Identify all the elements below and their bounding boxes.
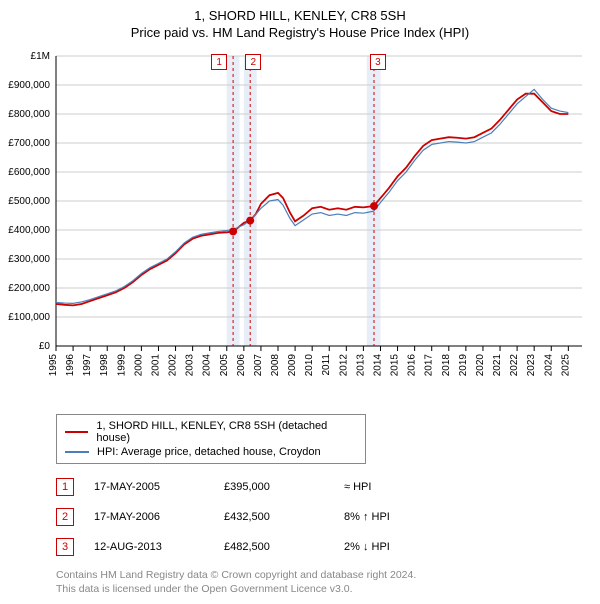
svg-text:1998: 1998 — [99, 354, 110, 377]
svg-text:2012: 2012 — [338, 354, 349, 377]
svg-text:£500,000: £500,000 — [8, 196, 50, 207]
sale-note: ≈ HPI — [344, 481, 444, 493]
svg-text:2020: 2020 — [475, 354, 486, 377]
svg-text:2000: 2000 — [133, 354, 144, 377]
svg-text:£800,000: £800,000 — [8, 109, 50, 120]
svg-text:2025: 2025 — [560, 354, 571, 377]
svg-text:2004: 2004 — [202, 354, 213, 377]
sale-row: 3 12-AUG-2013 £482,500 2% ↓ HPI — [56, 532, 526, 562]
svg-text:2022: 2022 — [509, 354, 520, 377]
sale-price: £432,500 — [224, 511, 324, 523]
sale-date: 12-AUG-2013 — [94, 541, 204, 553]
footnote: Contains HM Land Registry data © Crown c… — [56, 568, 592, 596]
sale-marker-label: 3 — [370, 54, 386, 70]
svg-text:2009: 2009 — [287, 354, 298, 377]
sale-badge: 1 — [56, 478, 74, 496]
svg-text:£600,000: £600,000 — [8, 167, 50, 178]
svg-text:2024: 2024 — [543, 354, 554, 377]
svg-text:2013: 2013 — [355, 354, 366, 377]
svg-text:£0: £0 — [39, 341, 51, 352]
legend-swatch — [65, 451, 89, 453]
sale-row: 2 17-MAY-2006 £432,500 8% ↑ HPI — [56, 502, 526, 532]
sales-table: 1 17-MAY-2005 £395,000 ≈ HPI 2 17-MAY-2006 £43… — [56, 472, 526, 562]
svg-text:1996: 1996 — [65, 354, 76, 377]
legend-row: HPI: Average price, detached house, Croy… — [65, 445, 357, 459]
svg-text:2014: 2014 — [372, 354, 383, 377]
sale-note: 2% ↓ HPI — [344, 541, 444, 553]
svg-text:£100,000: £100,000 — [8, 312, 50, 323]
svg-text:2007: 2007 — [253, 354, 264, 377]
sale-badge: 2 — [56, 508, 74, 526]
legend-row: 1, SHORD HILL, KENLEY, CR8 5SH (detached… — [65, 419, 357, 445]
svg-text:2010: 2010 — [304, 354, 315, 377]
legend-label: 1, SHORD HILL, KENLEY, CR8 5SH (detached… — [96, 420, 357, 444]
svg-text:1995: 1995 — [48, 354, 59, 377]
sale-date: 17-MAY-2006 — [94, 511, 204, 523]
title-line-1: 1, SHORD HILL, KENLEY, CR8 5SH — [8, 8, 592, 23]
svg-text:2003: 2003 — [185, 354, 196, 377]
title-line-2: Price paid vs. HM Land Registry's House … — [8, 25, 592, 40]
svg-text:1997: 1997 — [82, 354, 93, 377]
svg-text:£900,000: £900,000 — [8, 80, 50, 91]
svg-text:£300,000: £300,000 — [8, 254, 50, 265]
svg-text:2002: 2002 — [168, 354, 179, 377]
svg-text:2005: 2005 — [219, 354, 230, 377]
svg-text:2011: 2011 — [321, 354, 332, 376]
svg-text:£400,000: £400,000 — [8, 225, 50, 236]
legend-swatch — [65, 431, 88, 433]
svg-text:2019: 2019 — [458, 354, 469, 377]
chart-container: £0 £100,000 £200,000 £300,000 £400,000 £500,0… — [8, 46, 592, 406]
sale-marker-label: 2 — [245, 54, 261, 70]
chart-title-block: 1, SHORD HILL, KENLEY, CR8 5SH Price pai… — [8, 8, 592, 40]
svg-text:2006: 2006 — [236, 354, 247, 377]
sale-row: 1 17-MAY-2005 £395,000 ≈ HPI — [56, 472, 526, 502]
svg-text:2001: 2001 — [150, 354, 161, 377]
sale-note: 8% ↑ HPI — [344, 511, 444, 523]
svg-text:2017: 2017 — [424, 354, 435, 377]
svg-text:2016: 2016 — [407, 354, 418, 377]
sale-price: £395,000 — [224, 481, 324, 493]
svg-text:2015: 2015 — [390, 354, 401, 377]
svg-text:2018: 2018 — [441, 354, 452, 377]
price-chart: £0 £100,000 £200,000 £300,000 £400,000 £500,0… — [8, 46, 592, 406]
footnote-line-2: This data is licensed under the Open Gov… — [56, 582, 592, 596]
svg-text:2021: 2021 — [492, 354, 503, 377]
legend-label: HPI: Average price, detached house, Croy… — [97, 446, 321, 458]
sale-date: 17-MAY-2005 — [94, 481, 204, 493]
sale-price: £482,500 — [224, 541, 324, 553]
svg-text:£200,000: £200,000 — [8, 283, 50, 294]
sale-marker-label: 1 — [211, 54, 227, 70]
svg-text:£1M: £1M — [31, 51, 50, 62]
sale-badge: 3 — [56, 538, 74, 556]
svg-text:2008: 2008 — [270, 354, 281, 377]
legend-box: 1, SHORD HILL, KENLEY, CR8 5SH (detached… — [56, 414, 366, 464]
svg-text:£700,000: £700,000 — [8, 138, 50, 149]
svg-text:1999: 1999 — [116, 354, 127, 377]
svg-text:2023: 2023 — [526, 354, 537, 377]
footnote-line-1: Contains HM Land Registry data © Crown c… — [56, 568, 592, 582]
